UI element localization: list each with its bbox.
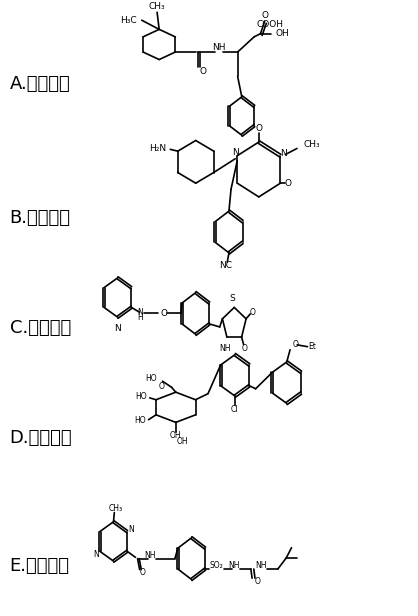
Text: O: O xyxy=(250,308,255,317)
Text: N: N xyxy=(93,550,99,559)
Text: OH: OH xyxy=(176,437,188,447)
Text: N: N xyxy=(128,525,134,534)
Text: O: O xyxy=(255,124,263,133)
Text: COOH: COOH xyxy=(256,20,283,29)
Text: NH: NH xyxy=(219,344,231,353)
Text: CH₃: CH₃ xyxy=(149,2,166,10)
Text: NC: NC xyxy=(219,261,232,270)
Text: NH: NH xyxy=(212,43,226,52)
Text: O: O xyxy=(159,383,165,391)
Text: Et: Et xyxy=(308,342,316,351)
Text: N: N xyxy=(280,150,287,158)
Text: SO₂: SO₂ xyxy=(210,561,224,570)
Text: C.罗格列酷: C.罗格列酷 xyxy=(10,319,71,337)
Text: E.格列吵嗦: E.格列吵嗦 xyxy=(10,557,70,575)
Text: O: O xyxy=(242,344,248,353)
Text: O: O xyxy=(292,341,298,349)
Text: D.达格列净: D.达格列净 xyxy=(10,429,72,447)
Text: NH: NH xyxy=(255,561,267,570)
Text: O: O xyxy=(261,11,268,20)
Text: HO: HO xyxy=(134,416,145,426)
Text: HO: HO xyxy=(135,392,147,401)
Text: O: O xyxy=(140,567,145,577)
Text: OH: OH xyxy=(275,29,289,38)
Text: N: N xyxy=(232,148,239,157)
Text: H: H xyxy=(138,313,143,322)
Text: S: S xyxy=(229,294,235,303)
Text: O: O xyxy=(160,309,167,318)
Text: O: O xyxy=(200,67,206,76)
Text: Cl: Cl xyxy=(230,405,238,414)
Text: OH: OH xyxy=(170,431,181,440)
Text: NH: NH xyxy=(144,551,156,560)
Text: N: N xyxy=(114,323,121,333)
Text: B.阿格列丁: B.阿格列丁 xyxy=(10,209,71,227)
Text: H₂N: H₂N xyxy=(149,144,166,153)
Text: O: O xyxy=(284,179,291,188)
Text: A.那格列奈: A.那格列奈 xyxy=(10,75,71,93)
Text: NH: NH xyxy=(229,561,240,570)
Text: CH₃: CH₃ xyxy=(109,504,122,513)
Text: O: O xyxy=(254,577,260,586)
Text: HO: HO xyxy=(145,375,157,383)
Text: N: N xyxy=(138,308,143,317)
Text: CH₃: CH₃ xyxy=(303,140,320,149)
Text: H₃C: H₃C xyxy=(120,16,136,25)
